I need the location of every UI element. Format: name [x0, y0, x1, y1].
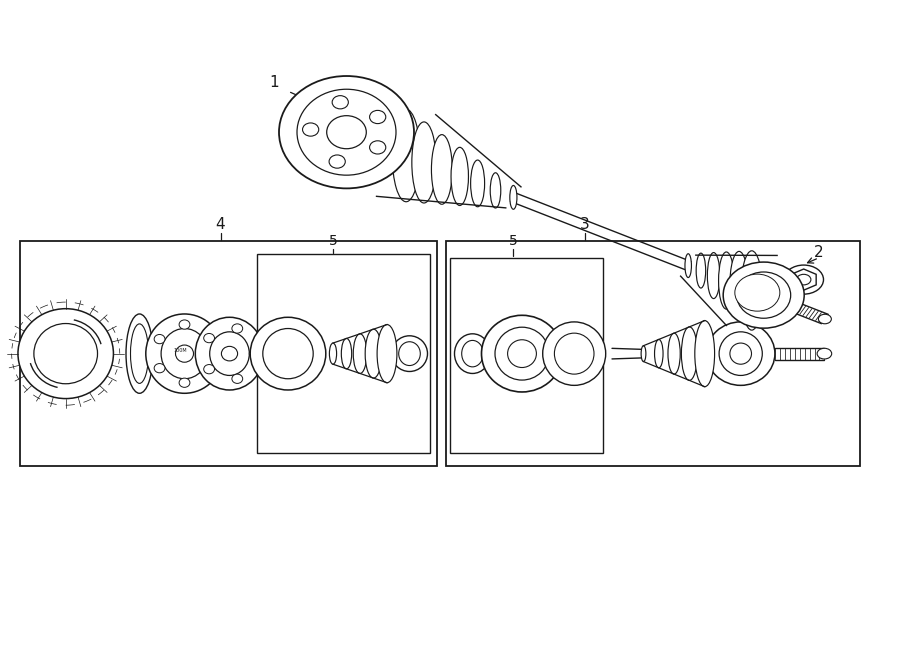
Text: 100M: 100M — [173, 348, 187, 353]
Text: 5: 5 — [508, 234, 518, 249]
Ellipse shape — [341, 338, 352, 369]
Ellipse shape — [179, 320, 190, 329]
Ellipse shape — [203, 365, 214, 374]
Ellipse shape — [707, 253, 720, 299]
Ellipse shape — [130, 324, 148, 383]
Ellipse shape — [462, 340, 483, 367]
Ellipse shape — [818, 314, 832, 324]
Ellipse shape — [365, 329, 382, 378]
Ellipse shape — [332, 96, 348, 109]
Ellipse shape — [126, 314, 153, 393]
Ellipse shape — [482, 315, 562, 392]
Ellipse shape — [451, 147, 469, 206]
Ellipse shape — [509, 186, 517, 210]
Ellipse shape — [146, 314, 223, 393]
Ellipse shape — [18, 309, 113, 399]
Ellipse shape — [685, 254, 691, 278]
Ellipse shape — [161, 329, 208, 379]
Ellipse shape — [232, 324, 243, 333]
Ellipse shape — [392, 109, 420, 202]
Ellipse shape — [554, 333, 594, 374]
Ellipse shape — [719, 332, 762, 375]
Ellipse shape — [263, 329, 313, 379]
Ellipse shape — [377, 325, 397, 383]
Ellipse shape — [249, 349, 260, 358]
Ellipse shape — [454, 334, 490, 373]
Ellipse shape — [329, 155, 346, 168]
Ellipse shape — [221, 346, 238, 361]
Ellipse shape — [412, 122, 436, 203]
Ellipse shape — [543, 322, 606, 385]
Ellipse shape — [724, 262, 805, 328]
Bar — [450, 258, 603, 453]
Bar — [256, 254, 430, 453]
Ellipse shape — [302, 123, 319, 136]
Ellipse shape — [392, 336, 428, 371]
Bar — [20, 241, 436, 466]
Ellipse shape — [741, 251, 762, 330]
Ellipse shape — [250, 317, 326, 390]
Ellipse shape — [327, 116, 366, 149]
Ellipse shape — [279, 76, 414, 188]
Ellipse shape — [737, 272, 791, 318]
Ellipse shape — [784, 265, 824, 294]
Ellipse shape — [210, 332, 249, 375]
Ellipse shape — [195, 317, 264, 390]
Ellipse shape — [817, 348, 832, 359]
Ellipse shape — [491, 173, 500, 208]
Ellipse shape — [730, 343, 752, 364]
Ellipse shape — [179, 378, 190, 387]
Ellipse shape — [34, 323, 97, 384]
Ellipse shape — [297, 89, 396, 175]
Ellipse shape — [681, 327, 698, 381]
Ellipse shape — [654, 340, 663, 368]
Ellipse shape — [744, 282, 770, 303]
Ellipse shape — [154, 334, 165, 344]
Ellipse shape — [668, 333, 680, 374]
Ellipse shape — [718, 252, 734, 309]
Ellipse shape — [641, 346, 646, 362]
Ellipse shape — [695, 321, 715, 387]
Ellipse shape — [154, 364, 165, 373]
Ellipse shape — [204, 334, 215, 344]
Text: 5: 5 — [328, 234, 338, 249]
Ellipse shape — [734, 274, 779, 311]
Ellipse shape — [370, 110, 386, 124]
Text: 4: 4 — [216, 217, 225, 232]
Ellipse shape — [329, 343, 337, 364]
Ellipse shape — [232, 374, 243, 383]
Ellipse shape — [508, 340, 536, 368]
Ellipse shape — [739, 278, 775, 307]
Ellipse shape — [706, 322, 775, 385]
Ellipse shape — [471, 160, 484, 207]
Ellipse shape — [495, 327, 549, 380]
Ellipse shape — [353, 334, 367, 373]
Ellipse shape — [176, 345, 194, 362]
Text: 2: 2 — [814, 245, 824, 260]
Ellipse shape — [204, 364, 215, 373]
Ellipse shape — [697, 253, 706, 288]
Bar — [446, 241, 860, 466]
Ellipse shape — [431, 135, 453, 204]
Ellipse shape — [730, 251, 748, 320]
Text: 3: 3 — [580, 217, 590, 232]
Ellipse shape — [370, 141, 386, 154]
Ellipse shape — [796, 274, 811, 285]
Ellipse shape — [203, 333, 214, 342]
Text: 1: 1 — [270, 75, 279, 90]
Ellipse shape — [399, 342, 420, 366]
